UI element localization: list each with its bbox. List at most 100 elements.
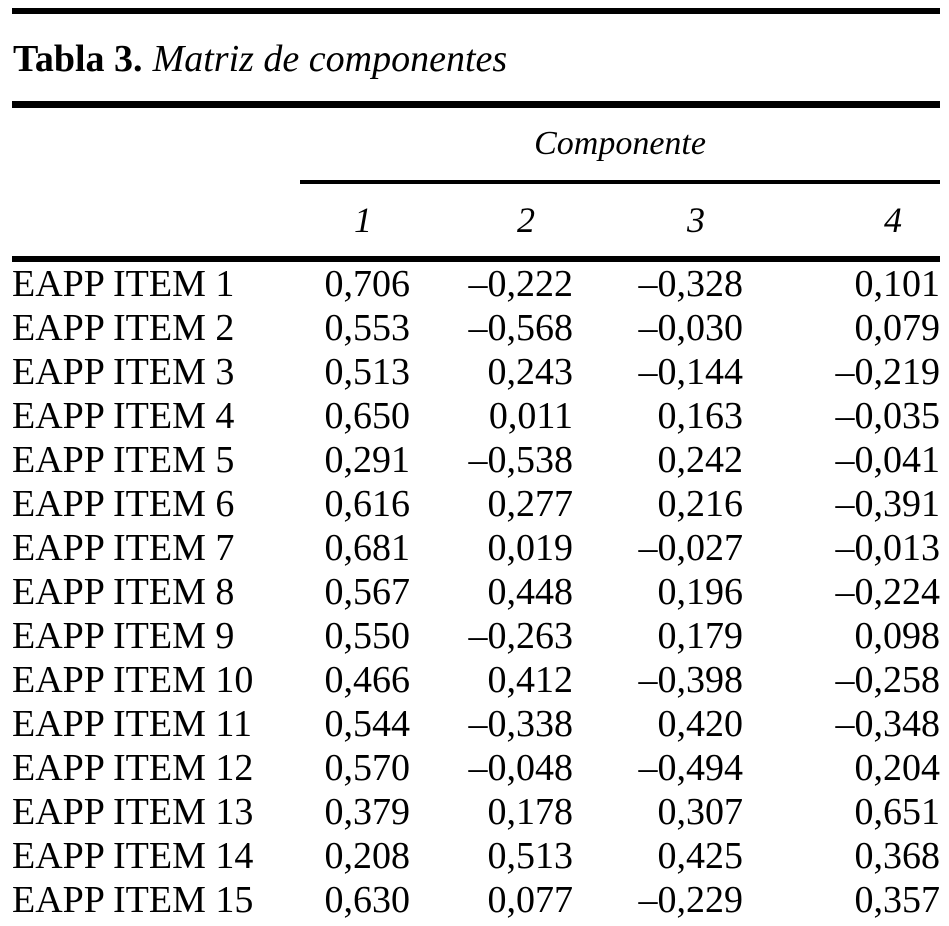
component-matrix-table: Componente 1 2 3 4 EAPP ITEM 1 0,706 –0,… [12, 101, 941, 922]
value-cell: 0,101 [854, 263, 941, 305]
row-label: EAPP ITEM 7 [12, 527, 235, 569]
value-cell: –0,258 [835, 659, 941, 701]
value-cell: 0,208 [324, 835, 411, 877]
value-cell: 0,553 [324, 307, 411, 349]
table-row: EAPP ITEM 4 0,650 0,011 0,163 –0,035 [12, 394, 940, 438]
value-cell: 0,307 [657, 791, 744, 833]
value-cell: 0,368 [854, 835, 941, 877]
value-cell: 0,204 [854, 747, 941, 789]
group-header-componente: Componente [300, 104, 941, 184]
table-row: EAPP ITEM 9 0,550 –0,263 0,179 0,098 [12, 614, 940, 658]
table-caption: Matriz de componentes [152, 38, 508, 80]
empty-corner-cell [12, 105, 300, 183]
row-label: EAPP ITEM 15 [12, 879, 254, 921]
column-header-row: 1 2 3 4 [12, 182, 941, 262]
value-cell: –0,030 [638, 307, 744, 349]
value-cell: 0,277 [487, 483, 574, 525]
value-cell: 0,098 [854, 615, 941, 657]
value-cell: 0,178 [487, 791, 574, 833]
value-cell: –0,229 [638, 879, 744, 921]
column-header-2: 2 [410, 182, 573, 262]
value-cell: 0,242 [657, 439, 744, 481]
value-cell: 0,019 [487, 527, 574, 569]
table-row: EAPP ITEM 11 0,544 –0,338 0,420 –0,348 [12, 702, 940, 746]
value-cell: 0,616 [324, 483, 411, 525]
top-rule [12, 8, 940, 14]
row-label: EAPP ITEM 10 [12, 659, 254, 701]
value-cell: 0,650 [324, 395, 411, 437]
value-cell: 0,425 [657, 835, 744, 877]
value-cell: 0,651 [854, 791, 941, 833]
table-title: Tabla 3. Matriz de componentes [13, 34, 949, 84]
table-row: EAPP ITEM 12 0,570 –0,048 –0,494 0,204 [12, 746, 940, 790]
value-cell: 0,550 [324, 615, 411, 657]
value-cell: –0,568 [468, 307, 574, 349]
value-cell: –0,035 [835, 395, 941, 437]
empty-corner-cell [12, 182, 300, 262]
row-label: EAPP ITEM 5 [12, 439, 235, 481]
row-label: EAPP ITEM 6 [12, 483, 235, 525]
value-cell: –0,328 [638, 263, 744, 305]
value-cell: –0,224 [835, 571, 941, 613]
value-cell: 0,011 [488, 395, 573, 437]
column-header-3: 3 [573, 182, 743, 262]
table-row: EAPP ITEM 14 0,208 0,513 0,425 0,368 [12, 834, 940, 878]
table-row: EAPP ITEM 5 0,291 –0,538 0,242 –0,041 [12, 438, 940, 482]
row-label: EAPP ITEM 11 [12, 703, 252, 745]
value-cell: –0,391 [835, 483, 941, 525]
row-label: EAPP ITEM 2 [12, 307, 235, 349]
row-label: EAPP ITEM 13 [12, 791, 254, 833]
value-cell: 0,412 [487, 659, 574, 701]
value-cell: 0,513 [324, 351, 411, 393]
column-header-4: 4 [743, 182, 941, 262]
table-row: EAPP ITEM 6 0,616 0,277 0,216 –0,391 [12, 482, 940, 526]
value-cell: 0,681 [324, 527, 411, 569]
value-cell: 0,706 [324, 263, 411, 305]
value-cell: –0,048 [468, 747, 574, 789]
value-cell: –0,348 [835, 703, 941, 745]
value-cell: 0,196 [657, 571, 744, 613]
row-label: EAPP ITEM 9 [12, 615, 235, 657]
row-label: EAPP ITEM 1 [12, 263, 235, 305]
table-body: EAPP ITEM 1 0,706 –0,222 –0,328 0,101 EA… [12, 259, 940, 922]
value-cell: 0,567 [324, 571, 411, 613]
column-header-1: 1 [300, 182, 410, 262]
value-cell: 0,630 [324, 879, 411, 921]
value-cell: –0,013 [835, 527, 941, 569]
value-cell: –0,398 [638, 659, 744, 701]
value-cell: 0,291 [324, 439, 411, 481]
value-cell: 0,466 [324, 659, 411, 701]
table-row: EAPP ITEM 13 0,379 0,178 0,307 0,651 [12, 790, 940, 834]
row-label: EAPP ITEM 14 [12, 835, 254, 877]
table-row: EAPP ITEM 10 0,466 0,412 –0,398 –0,258 [12, 658, 940, 702]
value-cell: 0,513 [487, 835, 574, 877]
value-cell: –0,027 [638, 527, 744, 569]
value-cell: –0,219 [835, 351, 941, 393]
value-cell: 0,357 [854, 879, 941, 921]
value-cell: 0,420 [657, 703, 744, 745]
value-cell: 0,570 [324, 747, 411, 789]
value-cell: –0,538 [468, 439, 574, 481]
value-cell: –0,222 [468, 263, 574, 305]
group-header-row: Componente [12, 104, 941, 184]
value-cell: 0,179 [657, 615, 744, 657]
row-label: EAPP ITEM 8 [12, 571, 235, 613]
value-cell: 0,079 [854, 307, 941, 349]
table-row: EAPP ITEM 15 0,630 0,077 –0,229 0,357 [12, 878, 940, 922]
table-number-label: Tabla 3. [13, 38, 143, 80]
value-cell: 0,163 [657, 395, 744, 437]
value-cell: 0,544 [324, 703, 411, 745]
value-cell: –0,263 [468, 615, 574, 657]
value-cell: 0,216 [657, 483, 744, 525]
value-cell: 0,077 [487, 879, 574, 921]
row-label: EAPP ITEM 4 [12, 395, 235, 437]
table-row: EAPP ITEM 1 0,706 –0,222 –0,328 0,101 [12, 259, 940, 306]
value-cell: 0,243 [487, 351, 574, 393]
value-cell: –0,041 [835, 439, 941, 481]
row-label: EAPP ITEM 12 [12, 747, 254, 789]
value-cell: –0,494 [638, 747, 744, 789]
table-row: EAPP ITEM 7 0,681 0,019 –0,027 –0,013 [12, 526, 940, 570]
value-cell: 0,379 [324, 791, 411, 833]
value-cell: –0,144 [638, 351, 744, 393]
